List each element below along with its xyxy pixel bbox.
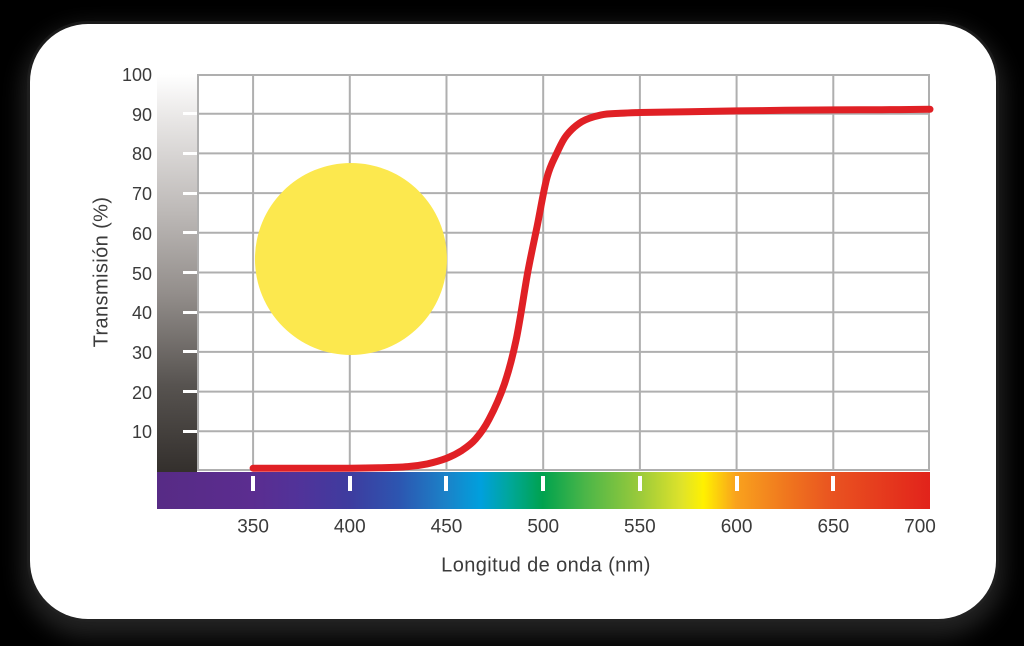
x-tick-label: 700 [904,516,936,538]
y-axis-tick-mark [183,112,197,116]
grayscale-gradient-bar [157,74,197,473]
y-axis-tick-mark [183,310,197,314]
chart-card: Transmisión (%) 10 20 30 40 50 60 70 80 90 100 35… [30,24,996,619]
y-tick-label: 40 [131,303,152,324]
y-axis-tick-mark [183,191,197,195]
y-tick-label: 70 [131,184,152,205]
x-tick-label: 500 [527,516,560,538]
y-tick-label: 50 [131,263,152,284]
x-tick-label: 400 [333,516,366,538]
x-axis-tick-mark [637,476,642,491]
plot-area [197,74,934,472]
filter-transmission-curve [249,105,934,472]
y-axis-tick-mark [183,231,197,235]
y-tick-label: 20 [131,382,152,403]
x-tick-label: 550 [624,516,656,538]
x-axis-title: Longitud de onda (nm) [441,554,651,577]
x-tick-label: 650 [817,516,850,538]
spectrum-gradient-bar [157,472,930,509]
y-axis-tick-mark [183,271,197,274]
x-tick-label: 350 [237,516,269,538]
y-axis-tick-mark [183,350,197,354]
x-axis-tick-mark [831,476,836,491]
x-axis-tick-mark [444,476,449,491]
x-axis-tick-mark [541,476,546,491]
x-tick-label: 600 [720,516,753,538]
x-axis-tick-mark [734,476,739,491]
yellow-filter-swatch [254,163,447,356]
plot-frame [197,74,930,471]
x-axis-tick-mark [251,476,256,491]
y-axis-tick-mark [183,429,197,433]
x-tick-label: 450 [430,516,463,538]
y-tick-label: 100 [121,65,152,85]
y-tick-label: 30 [131,342,152,363]
x-axis-tick-mark [347,476,352,491]
y-tick-label: 60 [131,223,152,244]
y-axis-tick-mark [183,390,197,394]
y-tick-label: 90 [131,104,152,125]
y-tick-label: 10 [131,422,152,443]
y-tick-label: 80 [131,144,152,165]
y-axis-tick-mark [183,151,197,155]
